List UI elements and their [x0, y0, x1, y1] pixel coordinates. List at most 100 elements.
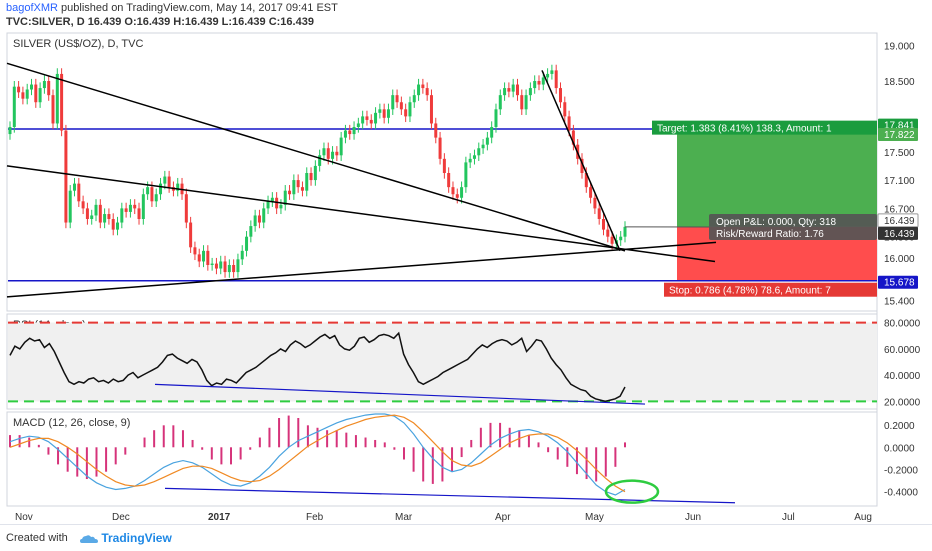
candle-body	[198, 254, 201, 261]
candle-body	[47, 81, 50, 95]
candle-body	[370, 120, 373, 124]
candle-body	[443, 159, 446, 173]
candle-body	[279, 205, 282, 209]
candle-body	[473, 155, 476, 159]
candle-body	[34, 85, 37, 103]
candle-body	[30, 85, 33, 90]
tradingview-logo[interactable]: TradingView	[80, 531, 172, 545]
candle-body	[112, 219, 115, 230]
highlight-circle	[606, 481, 658, 503]
time-tick-label: Aug	[854, 512, 872, 523]
candle-body	[568, 116, 571, 130]
candle-body	[129, 205, 132, 212]
candle-body	[77, 184, 80, 202]
candle-body	[292, 180, 295, 194]
candle-body	[391, 95, 394, 109]
candle-body	[64, 131, 67, 223]
uptrend-line	[7, 242, 716, 296]
candle-body	[404, 109, 407, 116]
candle-body	[374, 113, 377, 124]
candle-body	[322, 148, 325, 155]
candle-body	[211, 264, 214, 265]
price-tick-label: 17.500	[884, 148, 915, 159]
cloud-icon	[80, 534, 98, 544]
candle-body	[559, 88, 562, 102]
candle-body	[39, 88, 42, 102]
price-badge-label: 16.439	[884, 216, 915, 227]
candle-body	[262, 208, 265, 222]
candle-body	[60, 74, 63, 131]
candle-body	[555, 70, 558, 88]
time-tick-label: Mar	[395, 512, 413, 523]
candle-body	[598, 208, 601, 219]
candle-body	[460, 187, 463, 198]
candle-body	[249, 226, 252, 237]
chart-canvas[interactable]: SILVER (US$/OZ), D, TVC RSI (14, close) …	[0, 0, 932, 524]
candle-body	[426, 88, 429, 95]
candle-body	[301, 187, 304, 191]
candle-body	[125, 208, 128, 212]
candle-body	[228, 265, 231, 272]
candle-body	[400, 102, 403, 109]
candle-body	[456, 194, 459, 198]
rsi-tick-label: 60.0000	[884, 345, 921, 356]
price-tick-label: 15.400	[884, 296, 915, 307]
candle-body	[589, 187, 592, 198]
candle-body	[533, 81, 536, 88]
candle-body	[206, 251, 209, 265]
candle-body	[417, 85, 420, 96]
candle-body	[619, 237, 622, 241]
candle-body	[624, 227, 627, 237]
candle-body	[340, 138, 343, 156]
price-badge-label: 16.439	[884, 229, 915, 240]
candle-body	[69, 191, 72, 223]
candle-body	[116, 223, 119, 230]
steep-downtrend-line	[542, 70, 620, 250]
candle-body	[542, 77, 545, 84]
candle-body	[163, 177, 166, 184]
candle-body	[159, 184, 162, 195]
candle-body	[185, 194, 188, 222]
candle-body	[73, 184, 76, 191]
candle-body	[327, 148, 330, 159]
candle-body	[138, 208, 141, 219]
candle-body	[120, 208, 123, 222]
candle-body	[305, 173, 308, 191]
candle-body	[413, 95, 416, 102]
candle-body	[469, 159, 472, 163]
candle-body	[361, 116, 364, 123]
candle-body	[52, 95, 55, 123]
candle-body	[365, 116, 368, 120]
candle-body	[82, 201, 85, 208]
candle-body	[421, 85, 424, 89]
candle-body	[408, 102, 411, 116]
time-tick-label: Dec	[112, 512, 130, 523]
candle-body	[606, 230, 609, 237]
candle-body	[107, 214, 110, 219]
candle-body	[396, 95, 399, 102]
candle-body	[267, 201, 270, 208]
candle-body	[297, 180, 300, 187]
candle-body	[520, 95, 523, 109]
candle-body	[563, 102, 566, 116]
candle-body	[344, 131, 347, 138]
brand-name: TradingView	[101, 531, 171, 545]
time-tick-label: May	[585, 512, 604, 523]
candle-body	[335, 152, 338, 156]
candle-body	[103, 214, 106, 222]
candle-body	[21, 92, 24, 98]
candle-body	[550, 70, 553, 74]
candle-body	[224, 261, 227, 272]
candle-body	[482, 145, 485, 149]
rsi-tick-label: 80.0000	[884, 319, 921, 330]
candle-body	[254, 215, 257, 226]
time-tick-label: 2017	[208, 512, 231, 523]
price-badge-label: 17.822	[884, 130, 915, 141]
candle-body	[430, 95, 433, 123]
candle-body	[288, 191, 291, 195]
rsi-tick-label: 40.0000	[884, 371, 921, 382]
downtrend-line-1	[7, 63, 625, 251]
candle-body	[512, 85, 515, 92]
candle-body	[593, 198, 596, 209]
pnl-line-1: Open P&L: 0.000, Qty: 318	[716, 217, 837, 228]
